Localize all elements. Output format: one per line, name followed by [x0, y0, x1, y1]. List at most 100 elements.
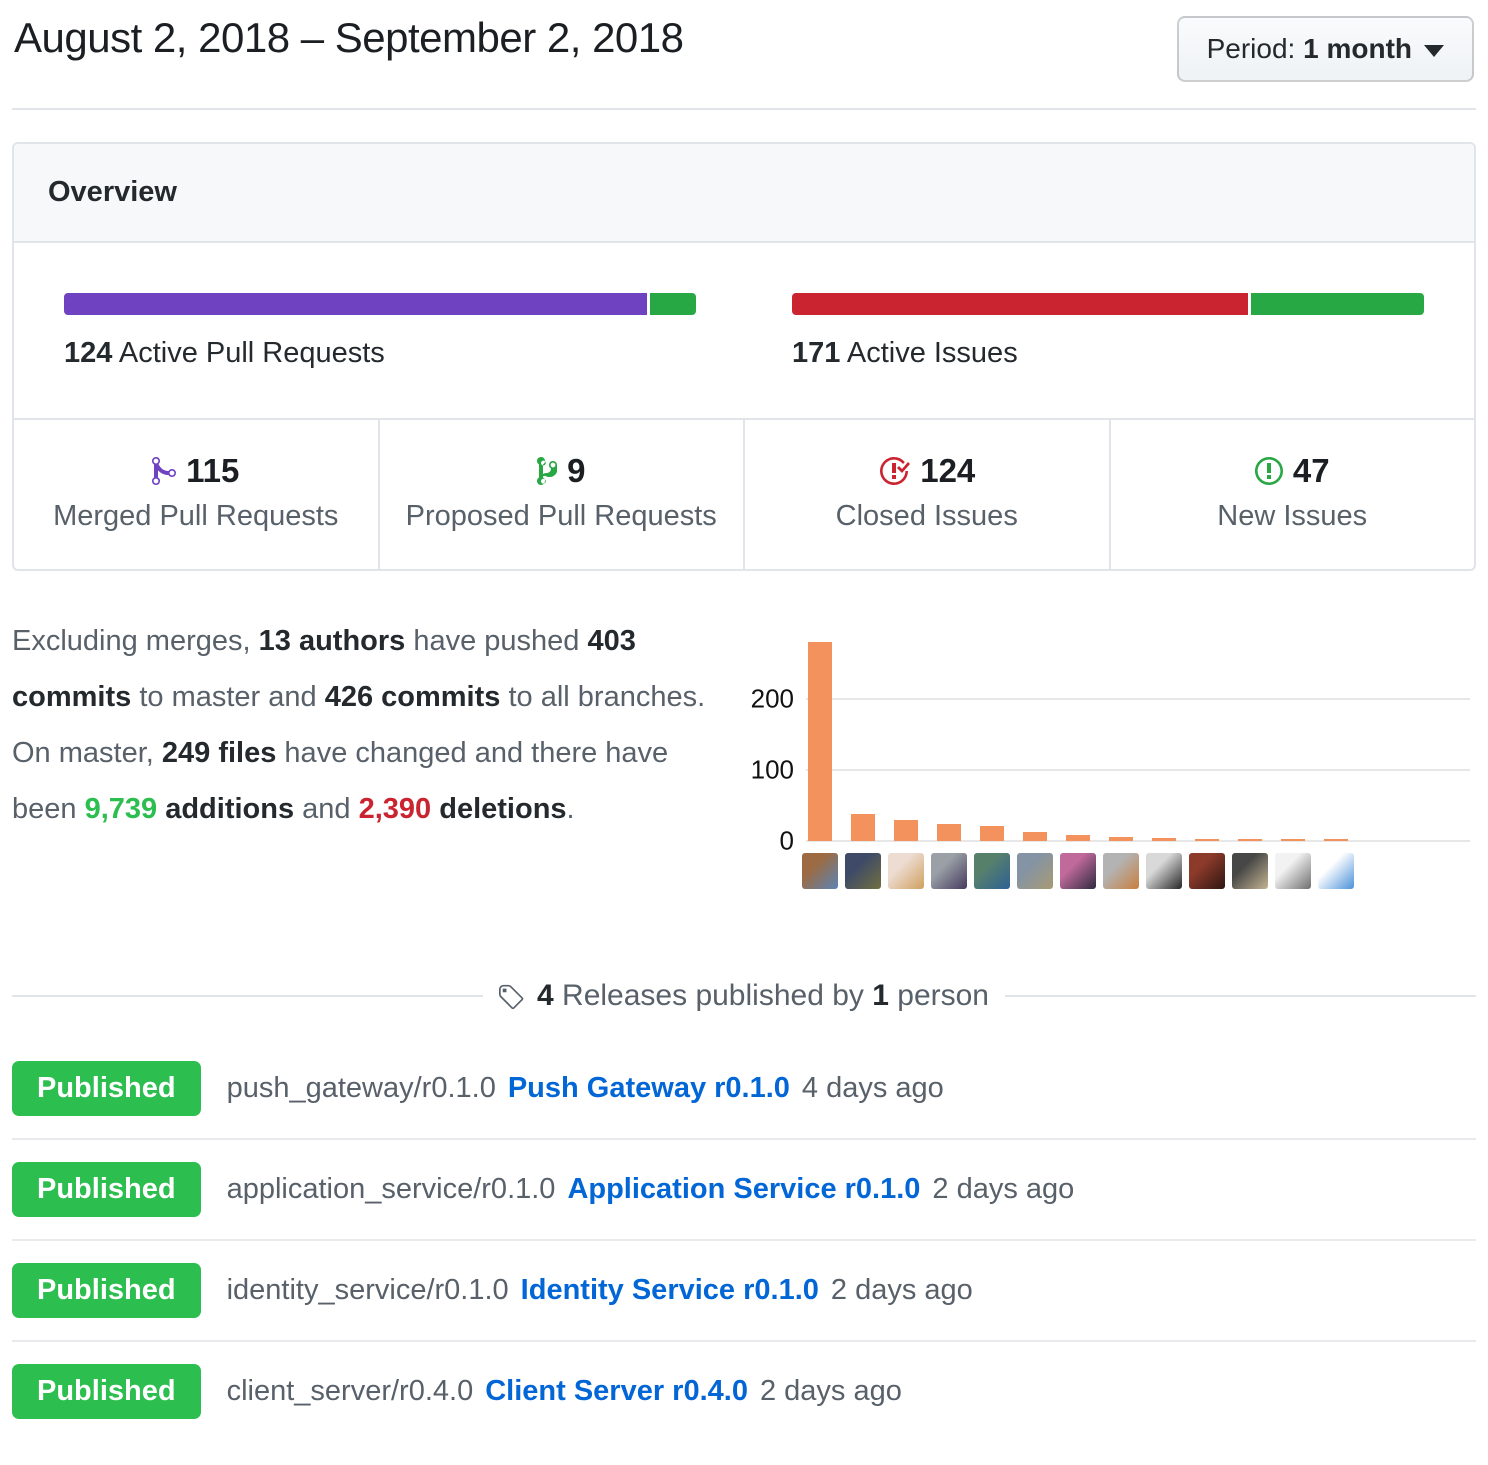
- pull-requests-count-label: 124 Active Pull Requests: [64, 337, 385, 369]
- summary-segment: Excluding merges,: [12, 625, 259, 657]
- releases-header-text: 4 Releases published by 1 person: [499, 979, 989, 1013]
- divider-line: [12, 995, 484, 997]
- author-avatar[interactable]: [1017, 853, 1053, 889]
- pull-requests-proposed-segment: [650, 293, 696, 315]
- author-avatar[interactable]: [1275, 853, 1311, 889]
- release-timestamp: 2 days ago: [830, 1274, 973, 1306]
- pull-requests-count: 124: [64, 337, 113, 369]
- stats-row: 115 Merged Pull Requests 9 Proposed Pull Re…: [14, 418, 1474, 569]
- divider-line: [1005, 995, 1477, 997]
- stat-value-merged-pull-requests: 115: [14, 452, 378, 490]
- release-title-link[interactable]: Client Server r0.4.0: [485, 1375, 748, 1407]
- published-badge: Published: [12, 1263, 201, 1318]
- commit-bar: [980, 826, 1004, 841]
- pull-requests-merged-segment: [64, 293, 648, 315]
- page-header: August 2, 2018 – September 2, 2018 Perio…: [12, 0, 1476, 110]
- y-tick-label: 100: [750, 754, 794, 785]
- author-avatar[interactable]: [1146, 853, 1182, 889]
- overview-card: Overview 124 Active Pull Requests 171 Act…: [12, 142, 1476, 571]
- stat-cell-new-issues[interactable]: 47 New Issues: [1108, 420, 1475, 569]
- issues-column: 171 Active Issues: [792, 293, 1424, 370]
- published-badge: Published: [12, 1061, 201, 1116]
- commit-bar: [1152, 838, 1176, 841]
- issues-closed-segment: [792, 293, 1249, 315]
- author-avatar[interactable]: [845, 853, 881, 889]
- author-avatar[interactable]: [888, 853, 924, 889]
- commit-bar: [894, 820, 918, 841]
- commit-bar: [1023, 832, 1047, 841]
- releases-header: 4 Releases published by 1 person: [12, 979, 1477, 1013]
- diffstat-summary: Excluding merges, 13 authors have pushed…: [12, 613, 724, 837]
- release-row: Published client_server/r0.4.0 Client Serv…: [12, 1340, 1476, 1441]
- summary-segment: to master and: [131, 681, 325, 713]
- period-label: Period:: [1206, 33, 1304, 64]
- stat-value-new-issues: 47: [1111, 452, 1475, 490]
- published-badge: Published: [12, 1162, 201, 1217]
- stat-label-new-issues: New Issues: [1217, 500, 1368, 532]
- summary-segment: to all branches. On master,: [12, 681, 706, 769]
- summary-segment: and: [294, 793, 359, 825]
- period-dropdown[interactable]: Period: 1 month: [1176, 16, 1474, 82]
- release-title-link[interactable]: Push Gateway r0.1.0: [507, 1072, 790, 1104]
- gridline-100: [806, 769, 1470, 771]
- release-tag-name: push_gateway/r0.1.0: [226, 1072, 496, 1104]
- releases-count: 4: [537, 979, 554, 1012]
- issue-opened-icon: [1254, 457, 1283, 485]
- commit-bar: [1066, 835, 1090, 841]
- gridline-200: [806, 698, 1470, 700]
- release-timestamp: 2 days ago: [932, 1173, 1075, 1205]
- release-tag-name: client_server/r0.4.0: [226, 1375, 474, 1407]
- release-title-link[interactable]: Identity Service r0.1.0: [520, 1274, 819, 1306]
- releases-person-count: 1: [872, 979, 889, 1012]
- stat-label-merged-pull-requests: Merged Pull Requests: [53, 500, 339, 532]
- release-title-link[interactable]: Application Service r0.1.0: [567, 1173, 921, 1205]
- author-avatar[interactable]: [1103, 853, 1139, 889]
- summary-segment: 249 files: [161, 737, 277, 769]
- issues-progress-meter: [792, 293, 1424, 315]
- author-avatar[interactable]: [1189, 853, 1225, 889]
- summary-segment: 9,739: [84, 793, 158, 825]
- commit-bar: [851, 814, 875, 841]
- published-badge: Published: [12, 1364, 201, 1419]
- bars-group: [808, 623, 1367, 841]
- author-avatar[interactable]: [931, 853, 967, 889]
- stat-cell-closed-issues[interactable]: 124 Closed Issues: [743, 420, 1109, 569]
- release-tag-name: identity_service/r0.1.0: [226, 1274, 509, 1306]
- summary-section: Excluding merges, 13 authors have pushed…: [12, 613, 1476, 899]
- git-merge-icon: [152, 456, 177, 485]
- summary-segment: have changed and there have been: [12, 737, 669, 825]
- release-timestamp: 2 days ago: [759, 1375, 902, 1407]
- stat-number: 124: [920, 452, 976, 489]
- release-timestamp: 4 days ago: [801, 1072, 944, 1104]
- stat-value-closed-issues: 124: [745, 452, 1109, 490]
- release-list: Published push_gateway/r0.1.0 Push Gateway…: [12, 1039, 1476, 1441]
- releases-header-suffix: person: [888, 979, 989, 1012]
- summary-segment: 426 commits: [324, 681, 501, 713]
- release-row: Published identity_service/r0.1.0 Identity…: [12, 1239, 1476, 1340]
- page-title: August 2, 2018 – September 2, 2018: [14, 14, 684, 61]
- issues-count: 171: [792, 337, 841, 369]
- summary-segment: additions: [157, 793, 295, 825]
- stat-cell-merged-pull-requests[interactable]: 115 Merged Pull Requests: [14, 420, 378, 569]
- summary-segment: have pushed: [405, 625, 588, 657]
- period-value: 1 month: [1303, 33, 1412, 64]
- author-avatar[interactable]: [1318, 853, 1354, 889]
- gridline-0: [806, 840, 1470, 842]
- stat-number: 47: [1292, 452, 1330, 489]
- summary-segment: deletions: [431, 793, 567, 825]
- summary-segment: 403 commits: [12, 625, 636, 713]
- author-avatar[interactable]: [1232, 853, 1268, 889]
- release-row: Published push_gateway/r0.1.0 Push Gateway…: [12, 1039, 1476, 1138]
- author-avatar[interactable]: [1060, 853, 1096, 889]
- git-branch-icon: [537, 456, 558, 486]
- author-avatar[interactable]: [974, 853, 1010, 889]
- issue-closed-icon: [880, 456, 911, 485]
- issues-new-segment: [1251, 293, 1424, 315]
- stat-cell-proposed-pull-requests[interactable]: 9 Proposed Pull Requests: [377, 420, 744, 569]
- summary-segment: 2,390: [358, 793, 432, 825]
- commit-bar: [1238, 839, 1262, 841]
- author-avatar[interactable]: [802, 853, 838, 889]
- summary-segment: 13 authors: [258, 625, 406, 657]
- release-tag-name: application_service/r0.1.0: [226, 1173, 556, 1205]
